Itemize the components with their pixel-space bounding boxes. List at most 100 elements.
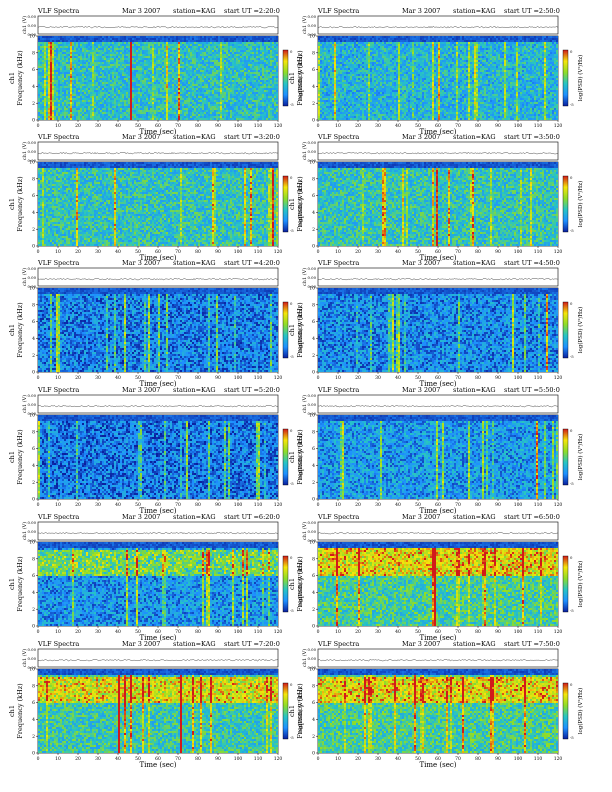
colorbar-tick-label: -5 (290, 228, 294, 233)
x-tick-label: 80 (195, 249, 201, 255)
y-tick-label: 8 (32, 176, 35, 182)
x-tick-label: 110 (534, 629, 543, 635)
x-tick-label: 70 (455, 375, 461, 381)
y-axis-label: Frequency (kHz) (296, 683, 304, 739)
spectrogram-heatmap (38, 288, 278, 372)
colorbar-label: log(PSD) (V²/Hz) (577, 181, 584, 228)
y-tick-label: 6 (32, 67, 35, 73)
colorbar-tick-label: 0 (290, 175, 293, 180)
x-tick-label: 80 (195, 123, 201, 129)
x-tick-label: 50 (415, 629, 421, 635)
amplitude-tick-label: 0.00 (28, 411, 37, 416)
x-tick-label: 20 (355, 629, 361, 635)
colorbar-label: log(PSD) (V²/Hz) (297, 434, 304, 481)
panel-station-label: station=KAG (453, 386, 496, 394)
channel-label: ch1 (288, 198, 296, 210)
x-tick-label: 40 (115, 375, 121, 381)
x-axis-label: Time (sec) (419, 380, 456, 388)
x-tick-label: 0 (317, 375, 320, 381)
panel-date-label: Mar 3 2007 (122, 259, 160, 267)
y-tick-label: 6 (32, 700, 35, 706)
spectrogram-panel: VLF Spectra Mar 3 2007 station=KAG start UT… (288, 259, 584, 388)
colorbar (282, 175, 289, 233)
panel-product-label: VLF Spectra (37, 640, 79, 648)
y-axis-label: Frequency (kHz) (16, 50, 24, 106)
panel-date-label: Mar 3 2007 (402, 640, 440, 648)
x-tick-label: 80 (475, 375, 481, 381)
x-tick-label: 110 (254, 502, 263, 508)
x-tick-label: 100 (234, 502, 243, 508)
x-tick-label: 30 (375, 502, 381, 508)
y-tick-label: 2 (312, 353, 315, 359)
panel-product-label: VLF Spectra (317, 7, 359, 15)
amplitude-tick-label: 0.00 (28, 665, 37, 670)
colorbar-tick-label: -5 (290, 608, 294, 613)
colorbar-tick-label: 0 (570, 49, 573, 54)
amplitude-frame (37, 521, 279, 541)
x-tick-label: 30 (95, 123, 101, 129)
panel-start-time: start UT =2:20:0 (224, 7, 280, 15)
amplitude-tick-label: 0.00 (308, 266, 317, 271)
y-tick-label: 2 (312, 101, 315, 107)
x-tick-label: 60 (155, 249, 161, 255)
panel-start-time: start UT =4:20:0 (224, 259, 280, 267)
y-tick-label: 6 (32, 446, 35, 452)
x-axis-label: Time (sec) (139, 761, 176, 769)
panel-product-label: VLF Spectra (317, 513, 359, 521)
x-tick-label: 100 (514, 502, 523, 508)
panel-station-label: station=KAG (173, 513, 216, 521)
x-axis-label: Time (sec) (139, 254, 176, 262)
amplitude-tick-label: 0.00 (308, 656, 317, 661)
x-tick-label: 10 (55, 375, 61, 381)
y-tick-label: 0 (312, 624, 315, 630)
amplitude-frame (37, 15, 279, 35)
x-tick-label: 0 (317, 123, 320, 129)
amplitude-frame (317, 394, 559, 414)
x-tick-label: 120 (554, 375, 563, 381)
colorbar-tick-label: -5 (570, 102, 574, 107)
y-axis-label: Frequency (kHz) (296, 556, 304, 612)
x-tick-label: 70 (455, 502, 461, 508)
channel-label: ch1 (288, 324, 296, 336)
amplitude-tick-label: 0.00 (28, 266, 37, 271)
x-tick-label: 40 (395, 629, 401, 635)
y-tick-label: 8 (32, 683, 35, 689)
y-tick-label: 0 (32, 497, 35, 503)
x-tick-label: 70 (175, 123, 181, 129)
amplitude-tick-label: 0.00 (28, 656, 37, 661)
x-tick-label: 120 (274, 249, 283, 255)
colorbar-tick-label: 0 (570, 175, 573, 180)
x-tick-label: 120 (274, 502, 283, 508)
spectrogram-panel: VLF Spectra Mar 3 2007 station=KAG start UT… (288, 386, 584, 515)
x-tick-label: 100 (234, 123, 243, 129)
y-axis-label: Frequency (kHz) (296, 50, 304, 106)
y-tick-label: 0 (32, 370, 35, 376)
x-tick-label: 0 (37, 756, 40, 762)
x-axis-label: Time (sec) (419, 507, 456, 515)
x-tick-label: 100 (514, 375, 523, 381)
panel-station-label: station=KAG (173, 259, 216, 267)
amplitude-tick-label: 0.00 (28, 393, 37, 398)
y-tick-label: 2 (312, 480, 315, 486)
colorbar-label: log(PSD) (V²/Hz) (297, 55, 304, 102)
amplitude-tick-label: 0.00 (308, 647, 317, 652)
x-tick-label: 10 (55, 123, 61, 129)
panel-date-label: Mar 3 2007 (122, 7, 160, 15)
x-tick-label: 10 (335, 502, 341, 508)
y-tick-label: 6 (32, 193, 35, 199)
x-tick-label: 50 (135, 629, 141, 635)
x-tick-label: 110 (534, 123, 543, 129)
spectrogram-panel: VLF Spectra Mar 3 2007 station=KAG start UT… (288, 133, 584, 262)
x-tick-label: 50 (135, 756, 141, 762)
x-tick-label: 20 (75, 249, 81, 255)
x-tick-label: 50 (135, 502, 141, 508)
y-tick-label: 10 (29, 540, 35, 546)
panel-start-time: start UT =3:20:0 (224, 133, 280, 141)
y-axis-label: Frequency (kHz) (16, 176, 24, 232)
x-tick-label: 0 (37, 123, 40, 129)
y-tick-label: 0 (32, 118, 35, 124)
x-tick-label: 20 (75, 375, 81, 381)
x-tick-label: 40 (395, 756, 401, 762)
y-tick-label: 8 (312, 556, 315, 562)
y-tick-label: 4 (312, 590, 315, 596)
